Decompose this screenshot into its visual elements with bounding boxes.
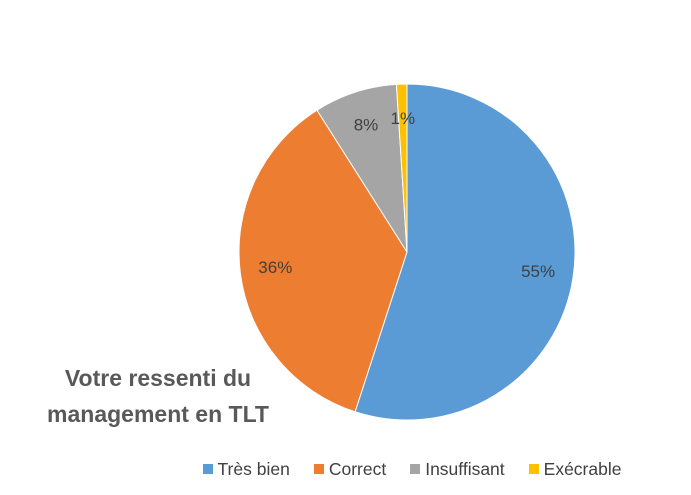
legend-swatch xyxy=(528,464,539,474)
data-label: 36% xyxy=(258,258,292,277)
legend-item: Exécrable xyxy=(528,458,622,480)
legend-label: Insuffisant xyxy=(425,458,505,479)
pie-slice xyxy=(395,83,408,253)
legend: Très bien Correct Insuffisant Exécrable xyxy=(150,457,674,481)
data-label: 8% xyxy=(354,115,379,134)
legend-item: Très bien xyxy=(202,458,290,480)
data-label: 55% xyxy=(521,262,555,281)
legend-item: Insuffisant xyxy=(410,458,505,480)
legend-swatch xyxy=(202,464,213,474)
legend-label: Exécrable xyxy=(543,458,622,479)
data-label: 1% xyxy=(391,109,416,128)
legend-label: Correct xyxy=(328,458,387,479)
pie-slice xyxy=(354,83,576,421)
legend-item: Correct xyxy=(313,458,387,480)
legend-swatch xyxy=(313,464,324,474)
pie-slice xyxy=(238,109,408,413)
legend-swatch xyxy=(410,464,421,474)
chart-title: Votre ressenti du management en TLT xyxy=(47,365,269,427)
legend-label: Très bien xyxy=(217,458,290,479)
